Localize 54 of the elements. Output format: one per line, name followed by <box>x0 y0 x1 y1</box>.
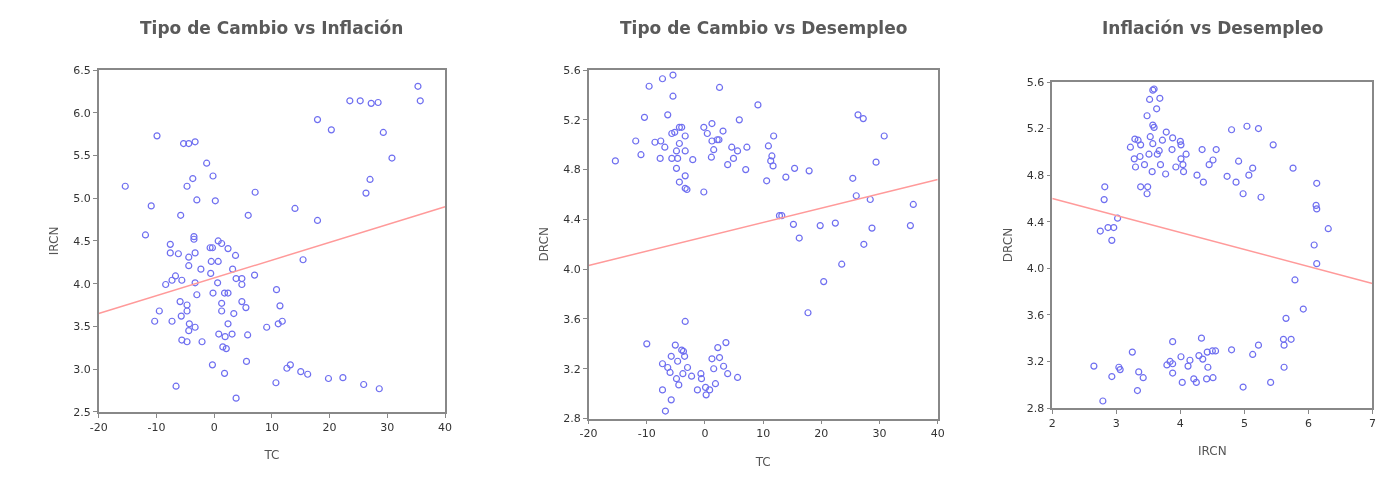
x-tick-label: 3 <box>1112 416 1120 430</box>
x-axis-title: IRCN <box>1198 444 1227 459</box>
x-tick-label: 20 <box>814 427 829 441</box>
x-tick-label: 0 <box>701 427 709 441</box>
y-tick-label: 3.5 <box>73 320 91 334</box>
y-tick-label: 3.6 <box>563 312 581 326</box>
y-tick-label: 5.6 <box>563 63 581 77</box>
y-tick-label: 4.4 <box>563 213 581 227</box>
y-tick-label: 3.2 <box>1026 355 1045 369</box>
x-tick-label: 5 <box>1240 416 1248 430</box>
y-tick-label: 4.0 <box>563 263 581 277</box>
y-axis-title: DRCN <box>1000 227 1015 263</box>
x-tick-label: 7 <box>1368 416 1376 430</box>
y-tick-label: 3.2 <box>563 362 581 376</box>
y-tick-label: 4.5 <box>73 234 91 248</box>
x-tick-label: 0 <box>210 420 218 434</box>
y-tick-label: 5.6 <box>1026 75 1045 89</box>
y-tick-label: 2.8 <box>1026 401 1045 415</box>
x-tick-label: 40 <box>930 427 945 441</box>
x-tick-label: -20 <box>89 420 108 434</box>
x-tick-label: 2 <box>1048 416 1056 430</box>
x-tick-label: 40 <box>438 420 453 434</box>
y-tick-label: 6.0 <box>73 106 91 120</box>
y-tick-label: 4.0 <box>73 277 91 291</box>
x-tick-label: 30 <box>380 420 395 434</box>
y-tick-label: 4.8 <box>1026 168 1045 182</box>
x-tick-label: -20 <box>579 427 598 441</box>
x-tick-label: 4 <box>1176 416 1184 430</box>
x-tick-label: -10 <box>637 427 656 441</box>
y-axis-title: DRCN <box>536 227 551 262</box>
y-axis-title: IRCN <box>47 226 62 256</box>
x-tick-label: 20 <box>322 420 337 434</box>
x-axis-title: TC <box>754 454 771 469</box>
chart-title: Tipo de Cambio vs Desempleo <box>620 18 908 38</box>
x-tick-label: 30 <box>872 427 887 441</box>
y-tick-label: 2.8 <box>563 412 581 426</box>
x-axis-title: TC <box>263 448 280 463</box>
y-tick-label: 3.6 <box>1026 308 1045 322</box>
y-tick-label: 5.5 <box>73 149 91 163</box>
x-tick-label: 10 <box>264 420 279 434</box>
y-tick-label: 4.0 <box>1026 262 1045 276</box>
y-tick-label: 3.0 <box>73 362 91 376</box>
y-tick-label: 2.5 <box>73 405 91 419</box>
y-tick-label: 4.8 <box>563 163 581 177</box>
y-tick-label: 5.2 <box>563 113 581 127</box>
y-tick-label: 6.5 <box>73 63 91 77</box>
x-tick-label: 6 <box>1304 416 1312 430</box>
y-tick-label: 5.0 <box>73 192 91 206</box>
x-tick-label: -10 <box>147 420 166 434</box>
x-tick-label: 10 <box>756 427 771 441</box>
y-tick-label: 5.2 <box>1026 122 1045 136</box>
chart-title: Tipo de Cambio vs Inflación <box>140 18 404 38</box>
y-tick-label: 4.4 <box>1026 215 1045 229</box>
chart-title: Inflación vs Desempleo <box>1102 18 1324 38</box>
